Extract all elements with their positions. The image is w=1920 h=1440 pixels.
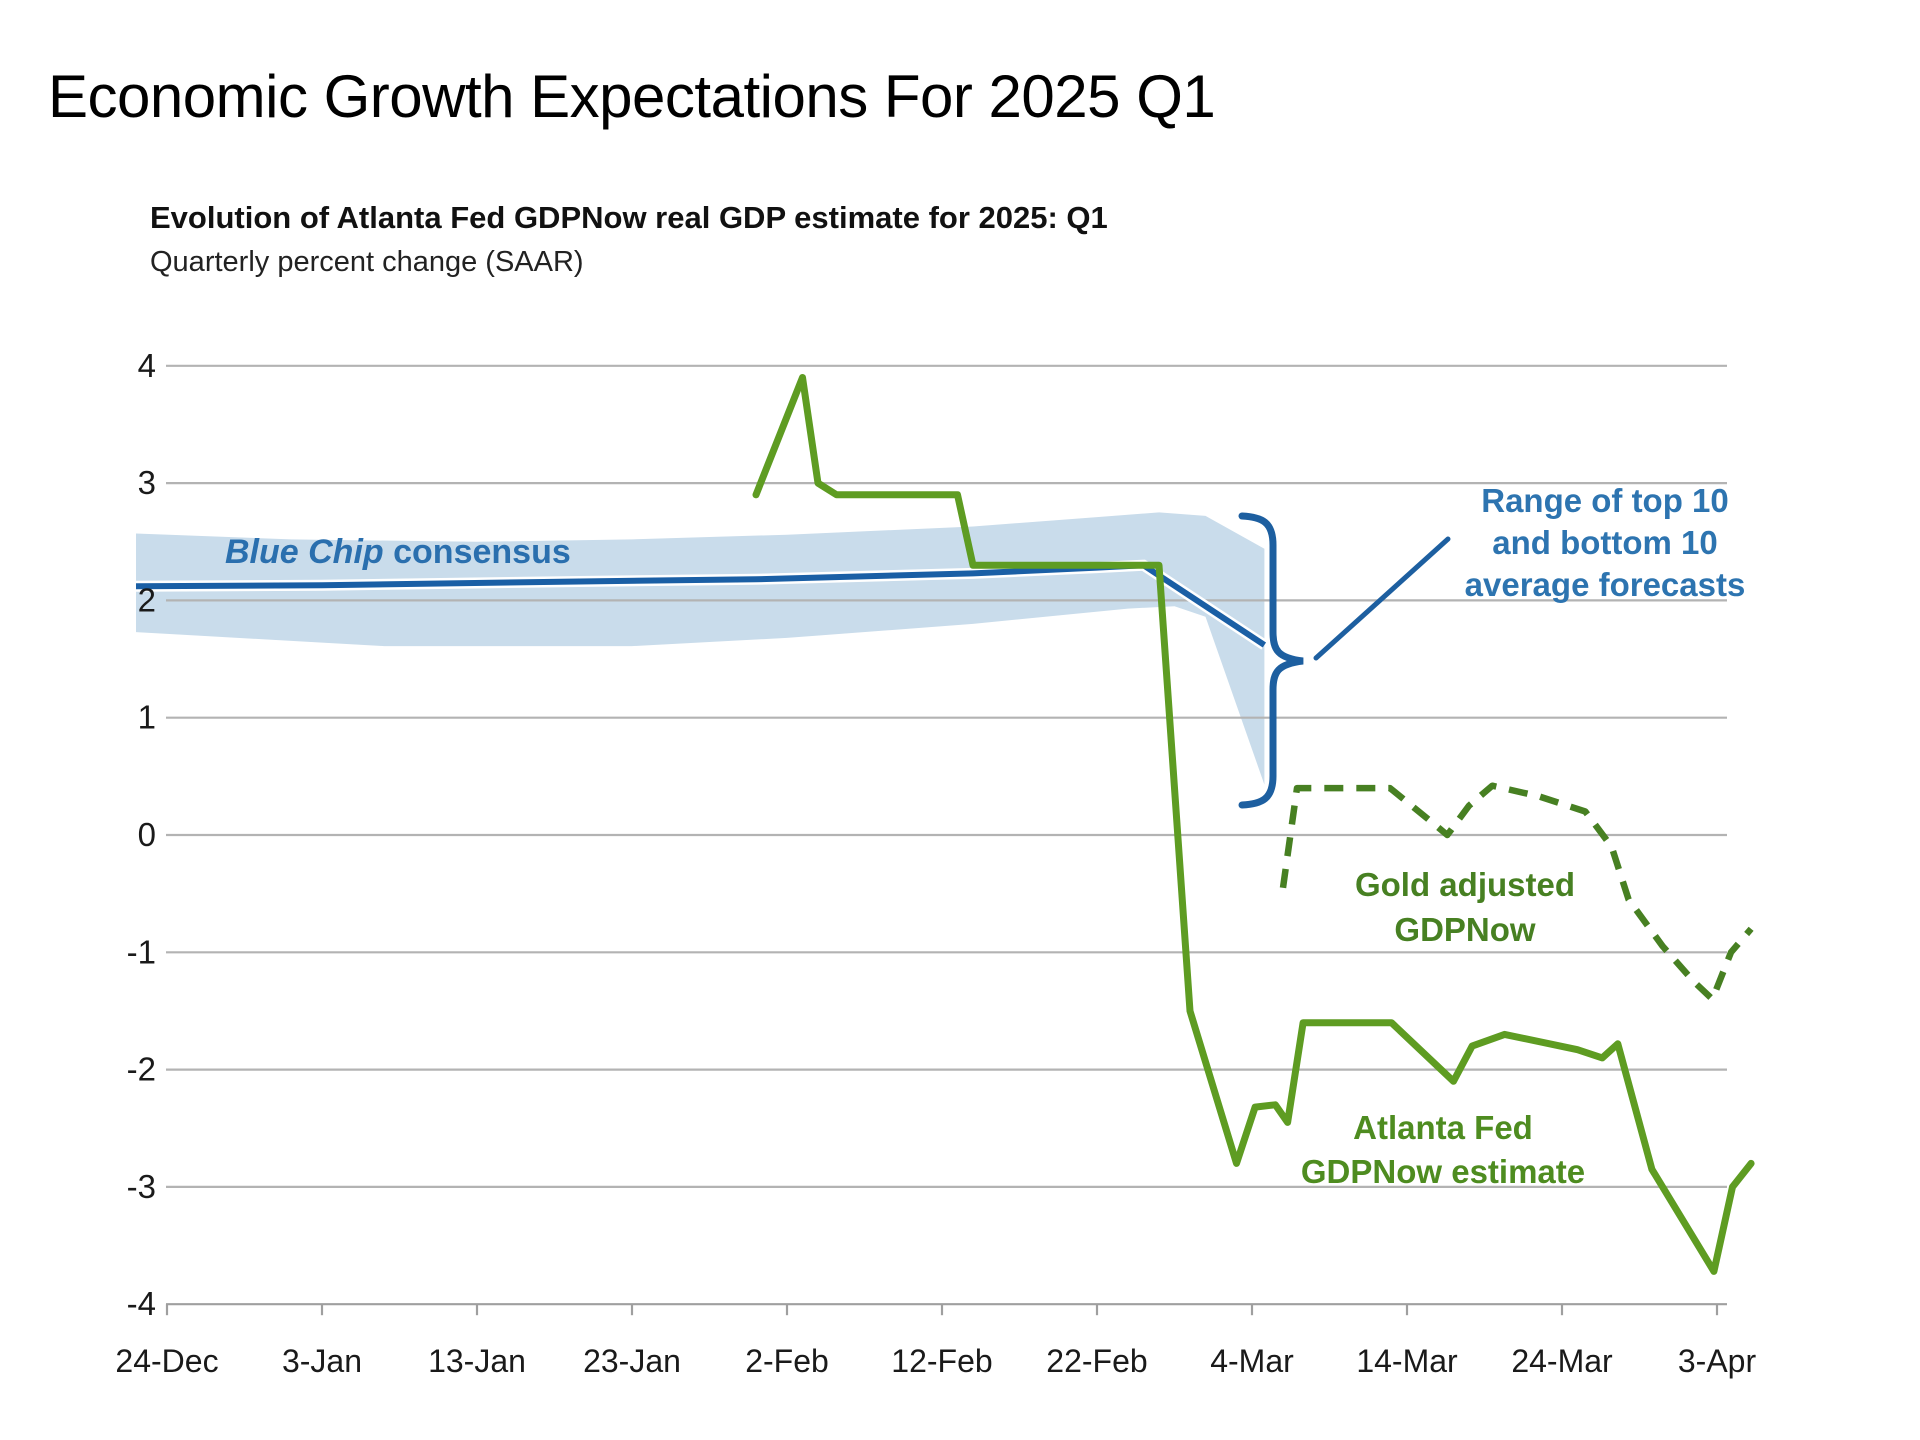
y-tick-label: 2 <box>138 581 156 618</box>
gold-label-line1: Gold adjusted <box>1354 866 1575 903</box>
y-tick-label: 1 <box>138 699 156 736</box>
y-axis-labels: 4 3 2 1 0 -1 -2 -3 -4 <box>127 347 156 1322</box>
gold-adjusted-label: Gold adjusted GDPNow <box>1315 862 1615 952</box>
x-tick-label: 22-Feb <box>1046 1343 1147 1379</box>
gold-adjusted-gdpnow-line <box>1279 782 1754 1003</box>
y-tick-label: -4 <box>127 1285 156 1322</box>
y-tick-label: -3 <box>127 1168 156 1205</box>
range-brace <box>1238 512 1304 809</box>
y-tick-label: 3 <box>138 464 156 501</box>
annotation-pointer-line <box>1313 536 1451 661</box>
chart-title: Evolution of Atlanta Fed GDPNow real GDP… <box>150 200 1108 235</box>
y-tick-label: -2 <box>127 1051 156 1088</box>
gdpnow-estimate-line <box>752 374 1755 1275</box>
x-tick-label: 4-Mar <box>1210 1343 1294 1379</box>
y-tick-label: -1 <box>127 933 156 970</box>
x-tick-label: 2-Feb <box>745 1343 829 1379</box>
fed-label-line1: Atlanta Fed <box>1353 1109 1533 1146</box>
gold-label-line2: GDPNow <box>1394 911 1536 948</box>
range-label-line2: and bottom 10 <box>1492 524 1718 561</box>
chart-subtitle: Quarterly percent change (SAAR) <box>150 246 584 278</box>
gdpnow-estimate-label: Atlanta Fed GDPNow estimate <box>1273 1106 1613 1194</box>
gridlines <box>166 364 1727 1306</box>
y-tick-label: 4 <box>138 347 156 384</box>
blue-chip-consensus-label: Blue Chip consensus <box>225 535 571 569</box>
fed-label-line2: GDPNow estimate <box>1300 1153 1586 1190</box>
x-tick-label: 3-Apr <box>1678 1343 1757 1379</box>
blue-chip-label-italic: Blue Chip <box>225 533 384 571</box>
page-title: Economic Growth Expectations For 2025 Q1 <box>48 63 1216 130</box>
x-axis-ticks <box>165 1304 1719 1316</box>
x-tick-label: 13-Jan <box>428 1343 526 1379</box>
x-tick-label: 23-Jan <box>583 1343 681 1379</box>
blue-chip-label-rest: consensus <box>393 533 571 571</box>
y-tick-label: 0 <box>138 816 156 853</box>
x-tick-label: 12-Feb <box>891 1343 992 1379</box>
x-tick-label: 14-Mar <box>1356 1343 1458 1379</box>
range-label-line1: Range of top 10 <box>1481 482 1729 519</box>
x-axis-labels: 24-Dec 3-Jan 13-Jan 23-Jan 2-Feb 12-Feb 22-Feb… <box>115 1343 1756 1379</box>
range-annotation-label: Range of top 10 and bottom 10 average fo… <box>1415 480 1795 606</box>
range-label-line3: average forecasts <box>1464 566 1746 603</box>
x-tick-label: 3-Jan <box>282 1343 362 1379</box>
x-tick-label: 24-Mar <box>1511 1343 1613 1379</box>
x-tick-label: 24-Dec <box>115 1343 218 1379</box>
